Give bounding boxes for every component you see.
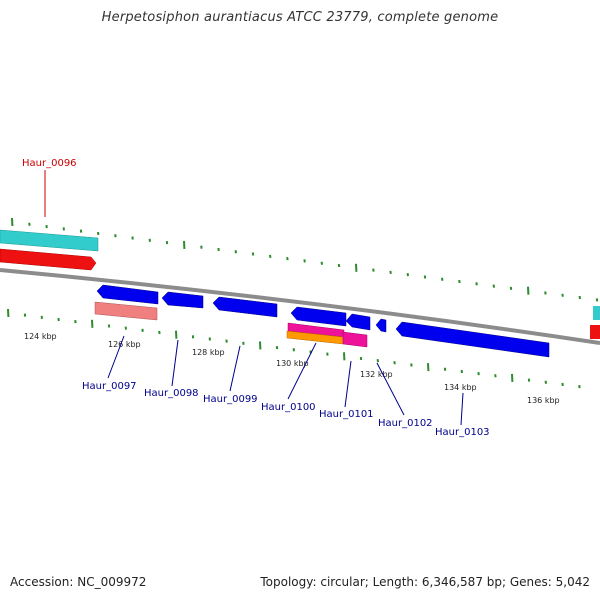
genome-title: Herpetosiphon aurantiacus ATCC 23779, co… xyxy=(101,10,499,25)
gene-arrow-haur-0102[interactable] xyxy=(375,318,387,333)
gene-label-haur-0101[interactable]: Haur_0101 xyxy=(319,409,374,420)
gene-arrow-haur-0101[interactable] xyxy=(342,331,368,348)
gene-label-haur-0096[interactable]: Haur_0096 xyxy=(22,158,77,169)
gene-arrow-cyan-right[interactable] xyxy=(593,306,600,320)
gene-arrow-haur-0096[interactable] xyxy=(0,248,97,271)
tick-row-lower xyxy=(7,308,581,389)
kbp-label: 132 kbp xyxy=(360,370,393,379)
gene-label-haur-0100[interactable]: Haur_0100 xyxy=(261,402,316,413)
gene-arrow-red-right[interactable] xyxy=(590,325,600,339)
gene-arrow-haur-0100-blue2[interactable] xyxy=(345,313,371,331)
tick-row-upper xyxy=(11,217,599,302)
accession-text: Accession: NC_009972 xyxy=(10,575,147,589)
leader-haur-0099 xyxy=(229,345,241,392)
kbp-label: 128 kbp xyxy=(192,348,225,357)
kbp-label: 136 kbp xyxy=(527,396,560,405)
leader-haur-0101 xyxy=(344,360,352,408)
gene-arrow-haur-0099[interactable] xyxy=(212,296,278,318)
kbp-label: 130 kbp xyxy=(276,359,309,368)
leader-haur-0103 xyxy=(460,392,464,426)
genome-summary-text: Topology: circular; Length: 6,346,587 bp… xyxy=(260,575,590,589)
gene-label-haur-0099[interactable]: Haur_0099 xyxy=(203,394,258,405)
gene-arrow-haur-0103[interactable] xyxy=(395,321,550,358)
gene-arrow-cyan[interactable] xyxy=(0,229,99,252)
gene-arrow-haur-0100-blue[interactable] xyxy=(290,306,347,327)
gene-arrow-haur-0097[interactable] xyxy=(94,301,158,321)
leader-haur-0102 xyxy=(376,362,405,416)
leader-haur-0097 xyxy=(107,335,125,379)
genome-backbone xyxy=(0,268,600,345)
gene-label-haur-0102[interactable]: Haur_0102 xyxy=(378,418,433,429)
gene-label-haur-0103[interactable]: Haur_0103 xyxy=(435,427,490,438)
leader-haur-0098 xyxy=(171,339,179,387)
gene-arrow-haur-0098[interactable] xyxy=(161,291,204,309)
leader-haur-0100 xyxy=(287,342,317,400)
gene-label-haur-0098[interactable]: Haur_0098 xyxy=(144,388,199,399)
kbp-label: 134 kbp xyxy=(444,383,477,392)
kbp-label: 124 kbp xyxy=(24,332,57,341)
gene-label-haur-0097[interactable]: Haur_0097 xyxy=(82,381,137,392)
kbp-label: 126 kbp xyxy=(108,340,141,349)
gene-arrow-haur-0097-blue[interactable] xyxy=(96,284,159,305)
